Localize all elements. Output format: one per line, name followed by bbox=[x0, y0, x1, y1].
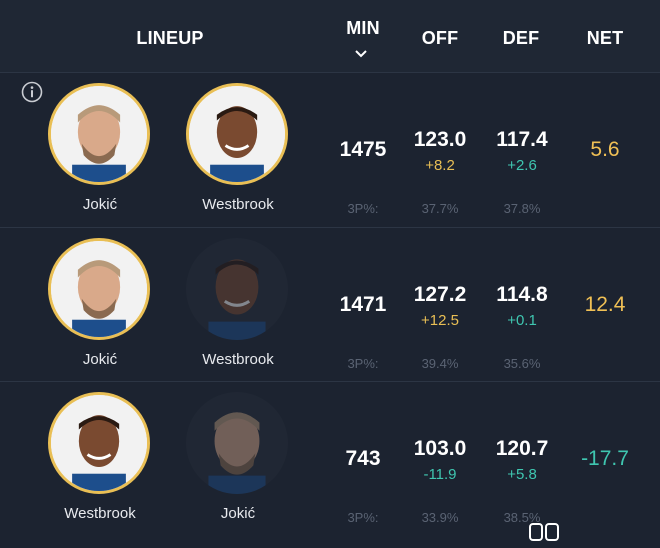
player-face-icon bbox=[51, 86, 147, 182]
watermark-icon bbox=[529, 523, 559, 541]
three-pt-label: 3P%: bbox=[347, 201, 379, 216]
def-diff: +2.6 bbox=[507, 157, 537, 174]
minutes-value: 1475 bbox=[339, 138, 387, 161]
off-diff: -11.9 bbox=[423, 466, 457, 483]
table-header: LINEUP MIN OFF DEF NET bbox=[0, 0, 660, 73]
player-name: Jokić bbox=[220, 505, 256, 522]
player-avatar-westbrook[interactable] bbox=[186, 83, 288, 185]
player-name: Westbrook bbox=[64, 505, 136, 522]
header-def[interactable]: DEF bbox=[502, 28, 540, 48]
def-diff: +5.8 bbox=[507, 466, 537, 483]
def-rating: 120.7 bbox=[495, 437, 549, 460]
player-avatar-jokic[interactable] bbox=[186, 392, 288, 494]
player-avatar-westbrook[interactable] bbox=[186, 238, 288, 340]
lineup-row[interactable]: Jokić Westbrook 1475 123.0 +8.2 117.4 +2… bbox=[0, 73, 660, 228]
player-face-icon bbox=[51, 241, 147, 337]
player-face-icon bbox=[208, 412, 266, 494]
def-rating: 117.4 bbox=[496, 128, 548, 151]
three-pt-label: 3P%: bbox=[347, 510, 379, 525]
def-three-pt: 35.6% bbox=[503, 356, 541, 371]
player-avatar-jokic[interactable] bbox=[48, 83, 150, 185]
def-three-pt: 37.8% bbox=[503, 201, 541, 216]
header-off[interactable]: OFF bbox=[421, 28, 459, 48]
off-three-pt: 37.7% bbox=[421, 201, 459, 216]
player-face-icon bbox=[51, 395, 147, 491]
def-diff: +0.1 bbox=[507, 312, 537, 329]
lineup-row[interactable]: Westbrook Jokić 743 103.0 -11.9 120.7 +5… bbox=[0, 382, 660, 548]
player-name: Jokić bbox=[82, 351, 118, 368]
chevron-down-icon[interactable] bbox=[352, 48, 370, 60]
off-three-pt: 39.4% bbox=[421, 356, 459, 371]
off-three-pt: 33.9% bbox=[421, 510, 459, 525]
header-min[interactable]: MIN bbox=[346, 18, 380, 38]
header-net[interactable]: NET bbox=[586, 28, 624, 48]
minutes-value: 1471 bbox=[339, 293, 387, 316]
net-rating: 5.6 bbox=[590, 138, 620, 161]
minutes-value: 743 bbox=[345, 447, 381, 470]
player-face-icon bbox=[189, 86, 285, 182]
player-name: Jokić bbox=[82, 196, 118, 213]
off-rating: 103.0 bbox=[413, 437, 467, 460]
player-name: Westbrook bbox=[202, 196, 274, 213]
off-diff: +8.2 bbox=[425, 157, 455, 174]
info-icon[interactable] bbox=[21, 81, 43, 103]
net-rating: -17.7 bbox=[581, 447, 629, 470]
off-rating: 123.0 bbox=[413, 128, 467, 151]
lineup-row[interactable]: Jokić Westbrook 1471 127.2 +12.5 114.8 +… bbox=[0, 228, 660, 382]
header-lineup[interactable]: LINEUP bbox=[136, 28, 204, 48]
player-avatar-jokic[interactable] bbox=[48, 238, 150, 340]
def-rating: 114.8 bbox=[496, 283, 548, 306]
off-rating: 127.2 bbox=[413, 283, 467, 306]
def-three-pt: 38.5% bbox=[503, 510, 541, 525]
player-name: Westbrook bbox=[202, 351, 274, 368]
three-pt-label: 3P%: bbox=[347, 356, 379, 371]
player-face-icon bbox=[208, 259, 266, 340]
net-rating: 12.4 bbox=[584, 293, 626, 316]
player-avatar-westbrook[interactable] bbox=[48, 392, 150, 494]
off-diff: +12.5 bbox=[421, 312, 459, 329]
